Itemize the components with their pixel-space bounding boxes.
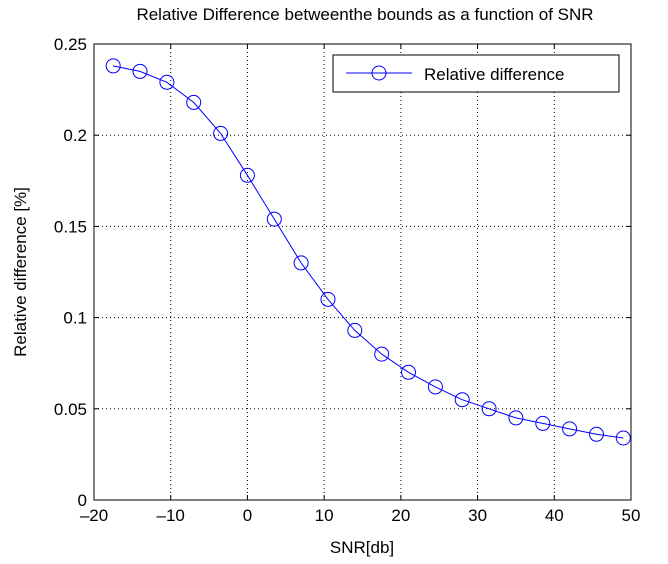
data-point xyxy=(508,410,524,426)
data-point xyxy=(374,346,390,362)
series-markers xyxy=(105,58,631,446)
grid-lines xyxy=(94,44,631,500)
data-point xyxy=(562,421,578,437)
x-axis-label: SNR[db] xyxy=(330,538,394,557)
plot-area xyxy=(94,44,631,500)
data-point xyxy=(615,430,631,446)
x-tick-label: 40 xyxy=(545,506,564,525)
data-point xyxy=(239,167,255,183)
data-point xyxy=(293,255,309,271)
x-tick-label: –20 xyxy=(80,506,108,525)
chart-title: Relative Difference betweenthe bounds as… xyxy=(136,5,593,24)
x-tick-label: 20 xyxy=(391,506,410,525)
data-point xyxy=(266,211,282,227)
y-tick-label: 0 xyxy=(78,491,87,510)
data-point xyxy=(159,74,175,90)
axis-ticks xyxy=(93,43,632,501)
x-tick-label: 10 xyxy=(315,506,334,525)
x-tick-label: 50 xyxy=(622,506,641,525)
data-point xyxy=(427,379,443,395)
data-point xyxy=(132,63,148,79)
data-point xyxy=(320,291,336,307)
y-tick-label: 0.1 xyxy=(63,309,87,328)
x-axis-tick-labels: –20 –10 0 10 20 30 40 50 xyxy=(80,506,641,525)
data-point xyxy=(454,392,470,408)
data-point xyxy=(401,364,416,380)
x-tick-label: 0 xyxy=(243,506,252,525)
x-tick-label: –10 xyxy=(157,506,185,525)
data-point xyxy=(105,58,121,74)
plot-frame xyxy=(93,43,632,501)
y-tick-label: 0.25 xyxy=(54,35,87,54)
y-tick-label: 0.05 xyxy=(54,400,87,419)
data-point xyxy=(481,401,497,417)
legend-marker-sample xyxy=(371,65,387,81)
data-point xyxy=(347,322,363,338)
data-point xyxy=(535,415,551,431)
y-axis-label: Relative difference [%] xyxy=(11,187,30,357)
y-tick-label: 0.15 xyxy=(54,217,87,236)
y-tick-label: 0.2 xyxy=(63,126,87,145)
data-point xyxy=(186,94,202,110)
y-axis-tick-labels: 0 0.05 0.1 0.15 0.2 0.25 xyxy=(54,35,87,510)
legend: Relative difference xyxy=(332,54,620,93)
x-tick-label: 30 xyxy=(468,506,487,525)
data-point xyxy=(213,125,229,141)
data-point xyxy=(589,426,604,442)
legend-label: Relative difference xyxy=(424,65,565,84)
